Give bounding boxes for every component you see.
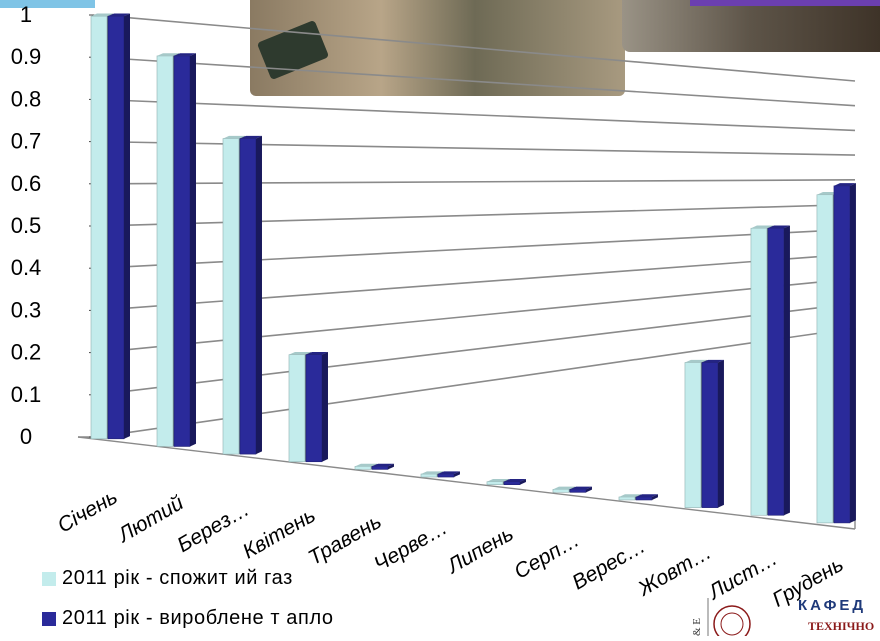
gridline [96, 14, 856, 82]
y-tick-label: 1 [20, 2, 32, 27]
bar-heat-4 [371, 463, 394, 470]
photo-strip [0, 0, 880, 110]
bar-heat-3 [305, 351, 328, 463]
logo-text: КАФЕД [798, 597, 866, 614]
y-tick-label: 0.3 [11, 297, 42, 322]
y-tick-label: 0.2 [11, 340, 42, 365]
legend-swatch [42, 571, 56, 586]
legend-label: 2011 рік - вироблене т апло [62, 607, 334, 629]
y-tick-label: 0.5 [11, 213, 42, 238]
y-tick-label: 0.4 [11, 255, 42, 280]
x-tick-label: Січень [54, 485, 122, 537]
gridline [96, 56, 856, 107]
y-tick-label: 0.7 [11, 129, 42, 154]
gridline [96, 302, 856, 396]
photo-color-band [690, 0, 880, 6]
header-corner-band [0, 0, 95, 8]
gridline [96, 179, 856, 185]
bar-heat-8 [635, 494, 658, 501]
gridline [96, 140, 856, 156]
x-tick-label: Липень [442, 522, 518, 579]
bar-heat-0 [107, 13, 130, 440]
department-logo: & Е КАФЕД ТЕХНІЧНО [680, 592, 880, 641]
bar-heat-5 [437, 471, 460, 478]
y-tick-labels: 0 0.1 0.2 0.3 0.4 0.5 0.6 0.7 0.8 0.9 1 [11, 2, 42, 449]
legend-label: 2011 рік - спожит ий газ [62, 567, 293, 589]
y-tick-label: 0.8 [11, 86, 42, 111]
bar-heat-1 [173, 53, 196, 447]
bar-heat-9 [701, 359, 724, 508]
gridline [96, 203, 856, 227]
logo-subtext: ТЕХНІЧНО [808, 619, 874, 633]
legend-item-produced-heat: 2011 рік - вироблене т апло [42, 607, 334, 630]
legend-swatch [42, 611, 56, 626]
bar-heat-2 [239, 135, 262, 455]
floor-edge-front [77, 436, 856, 530]
y-tick-label: 0.6 [11, 171, 42, 196]
y-tick-label: 0.1 [11, 382, 42, 407]
bar-heat-7 [569, 486, 592, 493]
bar-heat-6 [503, 478, 526, 485]
bars [90, 13, 856, 524]
bar-gas-6 [486, 478, 509, 485]
field-equipment-photo [622, 0, 880, 52]
y-tick-label: 0 [20, 424, 32, 449]
bar-heat-10 [767, 225, 790, 516]
bar-heat-11 [833, 183, 856, 524]
emblem-icon [713, 605, 751, 641]
gridline [96, 277, 856, 354]
legend-item-consumed-gas: 2011 рік - спожит ий газ [42, 567, 293, 590]
gridline [96, 98, 856, 132]
logo-initials: & Е [691, 618, 703, 636]
gridline [96, 327, 856, 438]
y-tick-label: 0.9 [11, 44, 42, 69]
